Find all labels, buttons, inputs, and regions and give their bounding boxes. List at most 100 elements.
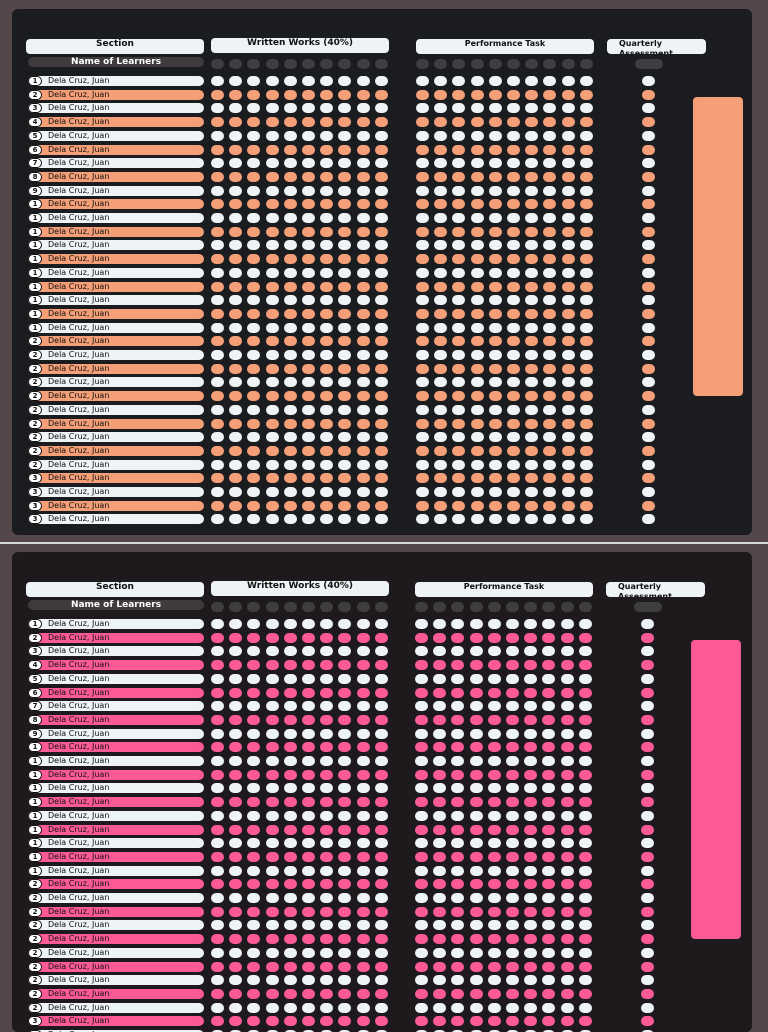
written-work-score-cell[interactable] [265,295,279,305]
written-work-score-cell[interactable] [283,419,297,429]
written-work-score-cell[interactable] [265,825,279,835]
performance-task-score-cell[interactable] [488,103,502,113]
performance-task-score-cell[interactable] [416,377,429,387]
performance-task-score-cell[interactable] [416,501,429,511]
written-work-score-cell[interactable] [356,364,370,374]
written-work-score-cell[interactable] [356,282,370,292]
written-work-score-cell[interactable] [338,633,352,643]
performance-task-score-cell[interactable] [578,633,592,643]
performance-task-score-cell[interactable] [488,377,502,387]
performance-task-score-cell[interactable] [560,934,574,944]
performance-task-score-cell[interactable] [543,487,557,497]
quarterly-assessment-score-cell[interactable] [642,432,655,442]
performance-task-score-cell[interactable] [451,797,465,807]
written-work-score-cell[interactable] [265,419,279,429]
written-work-score-cell[interactable] [320,920,334,930]
written-work-score-cell[interactable] [356,186,370,196]
quarterly-assessment-score-cell[interactable] [641,852,654,862]
performance-task-score-cell[interactable] [560,688,574,698]
written-work-score-cell[interactable] [247,473,261,483]
written-work-score-cell[interactable] [320,514,334,524]
performance-task-score-cell[interactable] [560,783,574,793]
written-work-score-cell[interactable] [283,811,297,821]
performance-task-score-cell[interactable] [506,715,519,725]
learner-row[interactable]: 2 Dela Cruz, Juan [28,975,204,985]
written-work-score-cell[interactable] [374,948,388,958]
written-work-score-cell[interactable] [265,405,279,415]
learner-row[interactable]: 1 Dela Cruz, Juan [28,825,204,835]
written-work-score-cell[interactable] [229,460,243,470]
written-work-score-cell[interactable] [320,487,334,497]
performance-task-score-cell[interactable] [488,473,502,483]
written-work-score-cell[interactable] [283,103,297,113]
written-work-score-cell[interactable] [302,962,315,972]
written-work-score-cell[interactable] [247,158,261,168]
performance-task-score-cell[interactable] [434,227,448,237]
performance-task-score-cell[interactable] [543,501,557,511]
performance-task-score-cell[interactable] [415,948,428,958]
performance-task-score-cell[interactable] [525,117,539,127]
written-work-score-cell[interactable] [265,487,279,497]
performance-task-score-cell[interactable] [487,797,501,807]
learner-row[interactable]: 1 Dela Cruz, Juan [28,811,204,821]
performance-task-score-cell[interactable] [579,487,593,497]
written-work-score-cell[interactable] [302,268,315,278]
performance-task-score-cell[interactable] [543,391,557,401]
performance-task-score-cell[interactable] [506,646,519,656]
ww-column-header-dot[interactable] [302,59,315,69]
performance-task-score-cell[interactable] [452,336,466,346]
written-work-score-cell[interactable] [247,729,261,739]
written-work-score-cell[interactable] [356,131,370,141]
written-work-score-cell[interactable] [338,323,352,333]
performance-task-score-cell[interactable] [451,962,465,972]
quarterly-assessment-score-cell[interactable] [641,619,654,629]
pt-column-header-dot[interactable] [487,602,501,612]
performance-task-score-cell[interactable] [543,268,557,278]
pt-column-header-dot[interactable] [415,602,428,612]
written-work-score-cell[interactable] [320,377,334,387]
performance-task-score-cell[interactable] [487,633,501,643]
written-work-score-cell[interactable] [302,240,315,250]
learner-row[interactable]: 1 Dela Cruz, Juan [28,295,204,305]
ww-column-header-dot[interactable] [374,59,388,69]
written-work-score-cell[interactable] [229,432,243,442]
written-work-score-cell[interactable] [247,377,261,387]
performance-task-score-cell[interactable] [470,501,484,511]
performance-task-score-cell[interactable] [561,405,575,415]
written-work-score-cell[interactable] [302,674,315,684]
written-work-score-cell[interactable] [374,825,388,835]
written-work-score-cell[interactable] [211,975,224,985]
performance-task-score-cell[interactable] [542,674,556,684]
qa-column-header-dot[interactable] [634,602,662,612]
performance-task-score-cell[interactable] [487,934,501,944]
performance-task-score-cell[interactable] [579,213,593,223]
learner-row[interactable]: 2 Dela Cruz, Juan [28,377,204,387]
written-work-score-cell[interactable] [302,103,315,113]
performance-task-score-cell[interactable] [470,145,484,155]
side-tab[interactable] [691,640,741,939]
quarterly-assessment-score-cell[interactable] [642,295,655,305]
written-work-score-cell[interactable] [229,213,243,223]
performance-task-score-cell[interactable] [524,729,538,739]
written-work-score-cell[interactable] [302,446,315,456]
performance-task-score-cell[interactable] [433,852,447,862]
performance-task-score-cell[interactable] [525,391,539,401]
written-work-score-cell[interactable] [320,770,334,780]
performance-task-score-cell[interactable] [524,688,538,698]
written-work-score-cell[interactable] [283,446,297,456]
written-work-score-cell[interactable] [229,323,243,333]
performance-task-score-cell[interactable] [578,838,592,848]
performance-task-score-cell[interactable] [578,1003,592,1013]
performance-task-score-cell[interactable] [488,391,502,401]
learner-row[interactable]: 1 Dela Cruz, Juan [28,254,204,264]
written-work-score-cell[interactable] [356,688,370,698]
written-work-score-cell[interactable] [265,186,279,196]
performance-task-score-cell[interactable] [415,729,428,739]
performance-task-score-cell[interactable] [415,660,428,670]
written-work-score-cell[interactable] [229,660,243,670]
written-work-score-cell[interactable] [302,514,315,524]
performance-task-score-cell[interactable] [416,446,429,456]
performance-task-score-cell[interactable] [487,619,501,629]
performance-task-score-cell[interactable] [487,838,501,848]
